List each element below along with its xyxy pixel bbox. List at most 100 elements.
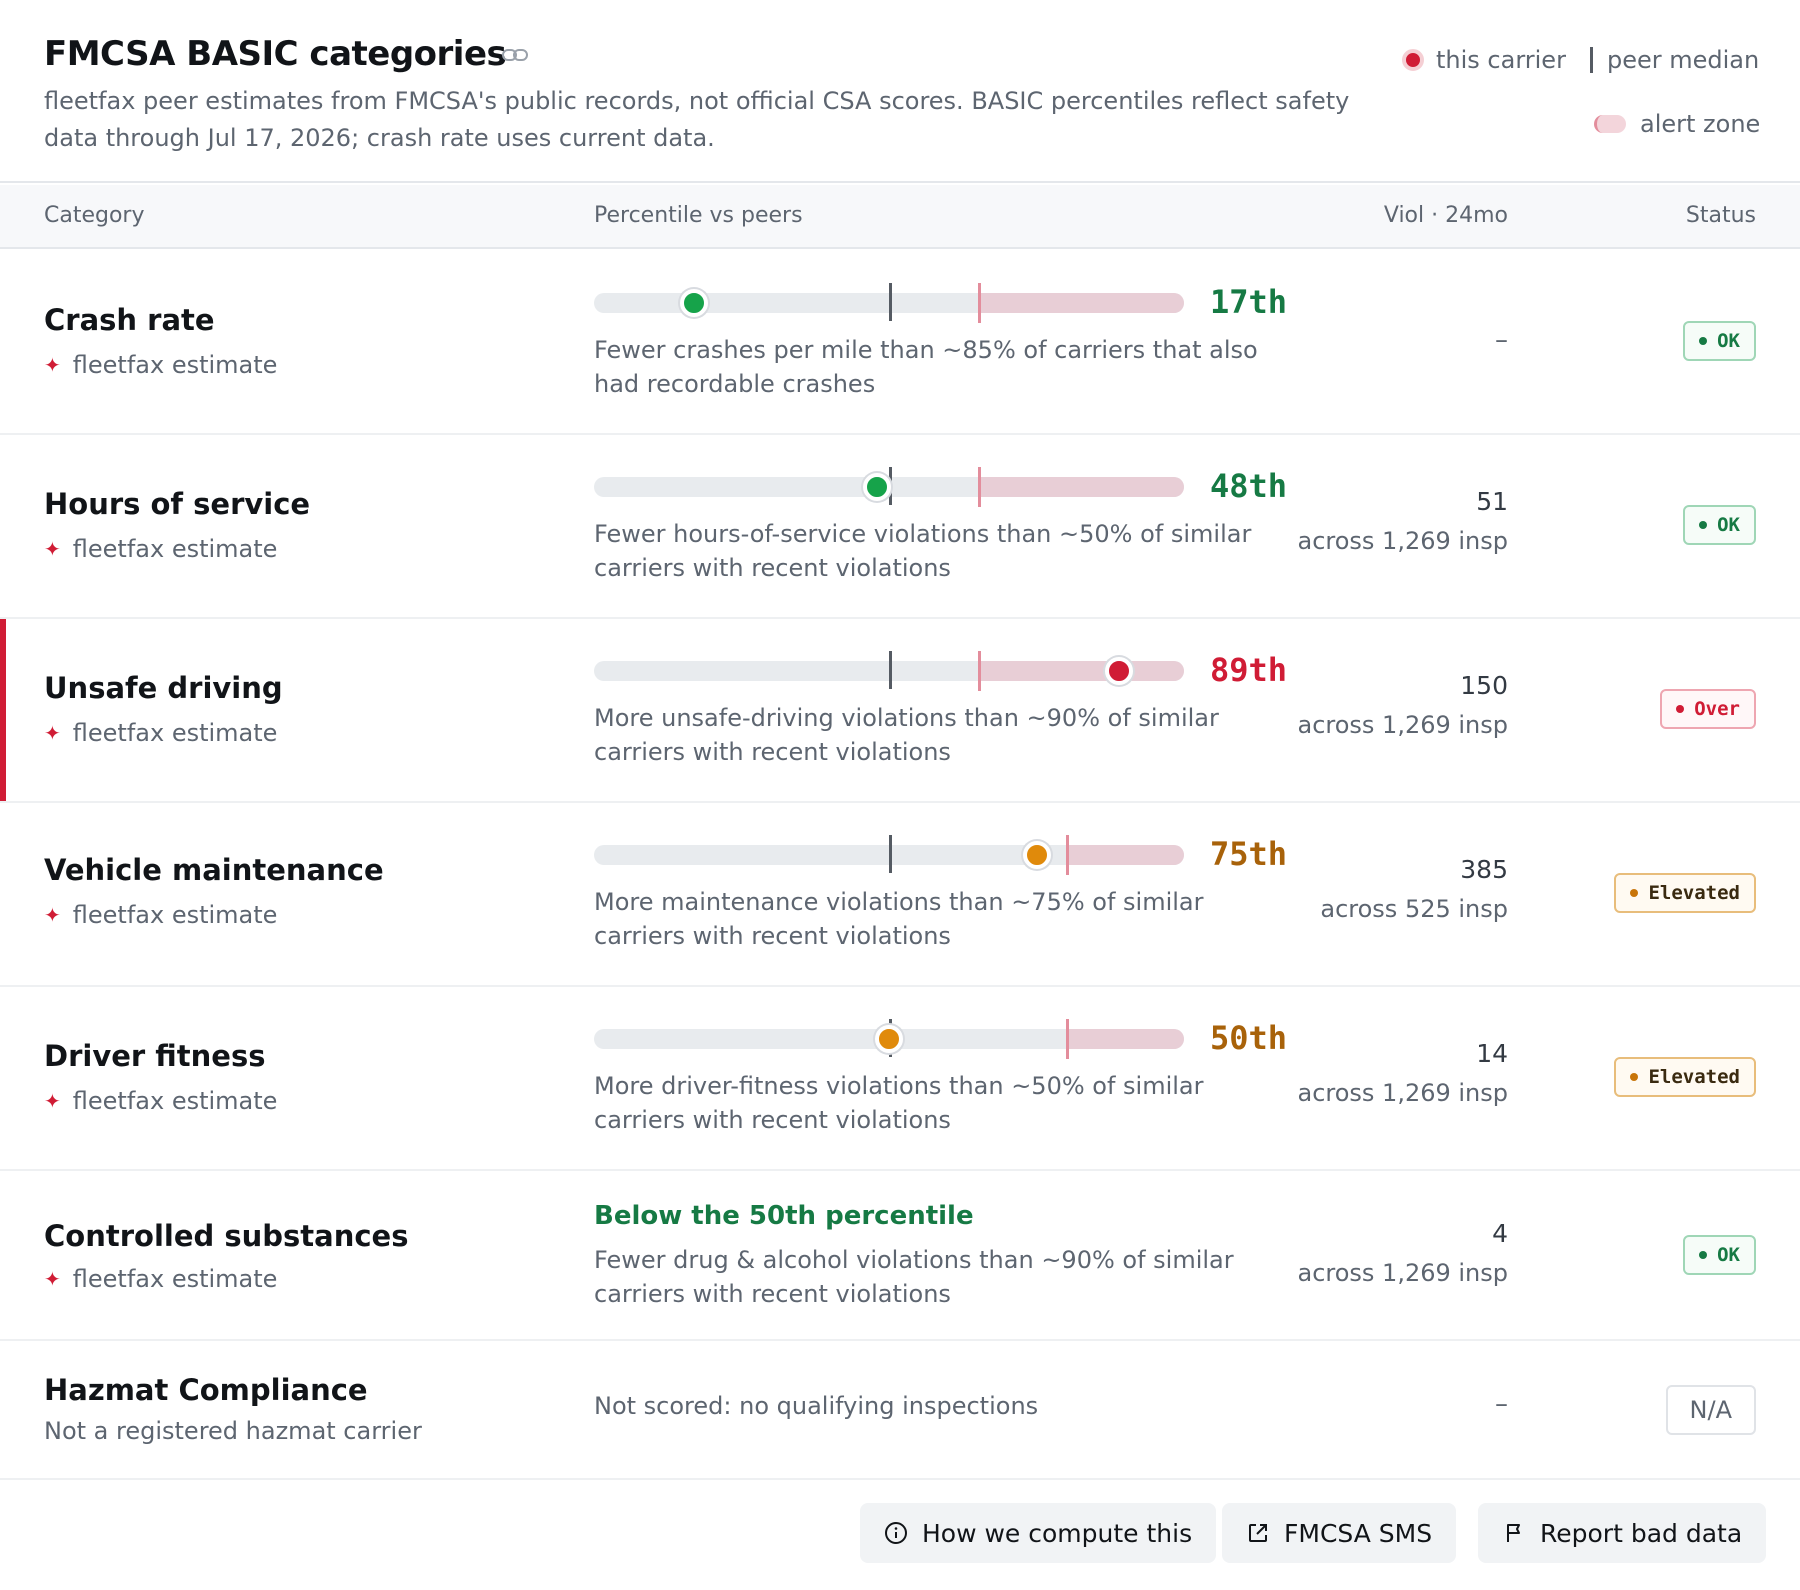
percentile-value: 89th <box>1210 651 1288 689</box>
status-badge: OK <box>1683 321 1756 361</box>
status-dot-icon <box>1699 521 1708 529</box>
percentile-value: 48th <box>1210 467 1288 505</box>
inspections-count: across 1,269 insp <box>1297 1079 1508 1107</box>
inspections-count: across 1,269 insp <box>1297 711 1508 739</box>
sparkle-icon: ✦ <box>44 537 61 561</box>
alert-zone <box>977 661 1184 681</box>
alert-threshold-marker <box>1066 835 1069 875</box>
sparkle-icon: ✦ <box>44 1089 61 1113</box>
percentile-description: More unsafe-driving violations than ~90%… <box>594 704 1219 766</box>
percentile-bar <box>594 1019 1184 1059</box>
external-link-icon <box>1249 1524 1267 1542</box>
inspections-count: across 525 insp <box>1320 895 1508 923</box>
category-name: Crash rate <box>44 303 215 337</box>
category-name: Controlled substances <box>44 1219 409 1253</box>
carrier-dot-icon <box>1402 49 1424 71</box>
carrier-marker <box>1105 657 1134 685</box>
how-we-compute-button[interactable]: How we compute this <box>860 1503 1217 1563</box>
link-icon[interactable] <box>502 48 528 62</box>
percentile-value: 50th <box>1210 1019 1288 1057</box>
alert-zone <box>977 293 1184 313</box>
percentile-value: 75th <box>1210 835 1288 873</box>
sparkle-icon: ✦ <box>44 353 61 377</box>
status-dot-icon <box>1676 705 1685 713</box>
report-bad-data-button[interactable]: Report bad data <box>1478 1503 1767 1563</box>
status-badge: N/A <box>1665 1385 1756 1435</box>
percentile-description: Fewer drug & alcohol violations than ~90… <box>594 1246 1234 1308</box>
violations-count: 150 <box>1460 671 1508 700</box>
table-row-hazmat-compliance[interactable]: Hazmat Compliance Not a registered hazma… <box>0 1341 1800 1480</box>
category-name: Driver fitness <box>44 1039 266 1073</box>
status-badge: Elevated <box>1614 873 1756 913</box>
alert-threshold-marker <box>977 467 981 507</box>
sparkle-icon: ✦ <box>44 903 61 927</box>
percentile-bar <box>594 283 1184 323</box>
hazmat-note: Not a registered hazmat carrier <box>44 1417 422 1445</box>
estimate-label: ✦ fleetfax estimate <box>44 1265 278 1293</box>
legend-alert-zone: alert zone <box>1594 110 1760 138</box>
card-footer: How we compute this FMCSA SMS Report bad… <box>0 1480 1800 1590</box>
inspections-count: across 1,269 insp <box>1297 527 1508 555</box>
page-subtitle: fleetfax peer estimates from FMCSA's pub… <box>44 87 1350 152</box>
alert-threshold-marker <box>977 283 981 323</box>
peer-median-marker <box>889 651 892 689</box>
alert-zone-swatch-icon <box>1594 115 1626 133</box>
median-tick-icon <box>1590 47 1593 73</box>
info-icon <box>885 1522 907 1544</box>
carrier-marker <box>1022 841 1051 869</box>
category-name: Hours of service <box>44 487 311 521</box>
fmcsa-sms-button[interactable]: FMCSA SMS <box>1222 1503 1457 1563</box>
carrier-marker <box>863 473 892 501</box>
status-dot-icon <box>1699 337 1708 345</box>
flag-icon <box>1507 1524 1520 1542</box>
category-name: Hazmat Compliance <box>44 1373 368 1407</box>
alert-zone <box>1066 845 1184 865</box>
table-row-vehicle-maintenance[interactable]: Vehicle maintenance ✦ fleetfax estimate 7… <box>0 803 1800 987</box>
percentile-description: Fewer hours-of-service violations than ~… <box>594 520 1252 582</box>
column-header-percentile: Percentile vs peers <box>594 203 803 228</box>
carrier-marker <box>875 1025 903 1053</box>
status-dot-icon <box>1630 1073 1639 1081</box>
table-row-controlled-substances[interactable]: Controlled substances ✦ fleetfax estimate… <box>0 1171 1800 1341</box>
alert-zone <box>977 477 1184 497</box>
status-badge: Over <box>1660 689 1756 729</box>
estimate-label: ✦ fleetfax estimate <box>44 1087 278 1115</box>
percentile-bar <box>594 835 1184 875</box>
violations-count: – <box>1495 1389 1508 1419</box>
estimate-label: ✦ fleetfax estimate <box>44 719 278 747</box>
sparkle-icon: ✦ <box>44 721 61 745</box>
violations-count: – <box>1495 325 1508 355</box>
sparkle-icon: ✦ <box>44 1267 61 1291</box>
column-header-violations: Viol · 24mo <box>1383 203 1508 228</box>
column-header-status: Status <box>1685 203 1756 228</box>
page-title: FMCSA BASIC categories <box>44 34 507 74</box>
table-row-unsafe-driving[interactable]: Unsafe driving ✦ fleetfax estimate 89th M… <box>0 619 1800 803</box>
table-row-driver-fitness[interactable]: Driver fitness ✦ fleetfax estimate 50th M… <box>0 987 1800 1171</box>
card-header: FMCSA BASIC categories fleetfax peer est… <box>0 0 1800 183</box>
estimate-label: ✦ fleetfax estimate <box>44 901 278 929</box>
percentile-headline: Below the 50th percentile <box>594 1201 974 1231</box>
category-name: Unsafe driving <box>44 671 283 705</box>
table-row-hours-of-service[interactable]: Hours of service ✦ fleetfax estimate 48th… <box>0 435 1800 619</box>
percentile-value: 17th <box>1210 283 1288 321</box>
percentile-bar <box>594 467 1184 507</box>
violations-count: 385 <box>1460 855 1508 884</box>
status-badge: OK <box>1683 1235 1756 1275</box>
peer-median-marker <box>889 283 892 321</box>
violations-count: 51 <box>1476 487 1508 516</box>
estimate-label: ✦ fleetfax estimate <box>44 351 278 379</box>
status-dot-icon <box>1699 1251 1708 1259</box>
column-header-category: Category <box>44 203 145 228</box>
estimate-label: ✦ fleetfax estimate <box>44 535 278 563</box>
violations-count: 4 <box>1492 1219 1508 1248</box>
status-dot-icon <box>1630 889 1639 897</box>
carrier-marker <box>680 289 709 317</box>
percentile-description: Not scored: no qualifying inspections <box>594 1392 1039 1420</box>
status-badge: OK <box>1683 505 1756 545</box>
percentile-bar <box>594 651 1184 691</box>
table-row-crash-rate[interactable]: Crash rate ✦ fleetfax estimate 17th Fewer… <box>0 251 1800 435</box>
alert-threshold-marker <box>977 651 981 691</box>
legend-peer-median: peer median <box>1590 46 1759 74</box>
legend-this-carrier: this carrier <box>1402 46 1566 74</box>
table-header: Category Percentile vs peers Viol · 24mo… <box>0 185 1800 249</box>
